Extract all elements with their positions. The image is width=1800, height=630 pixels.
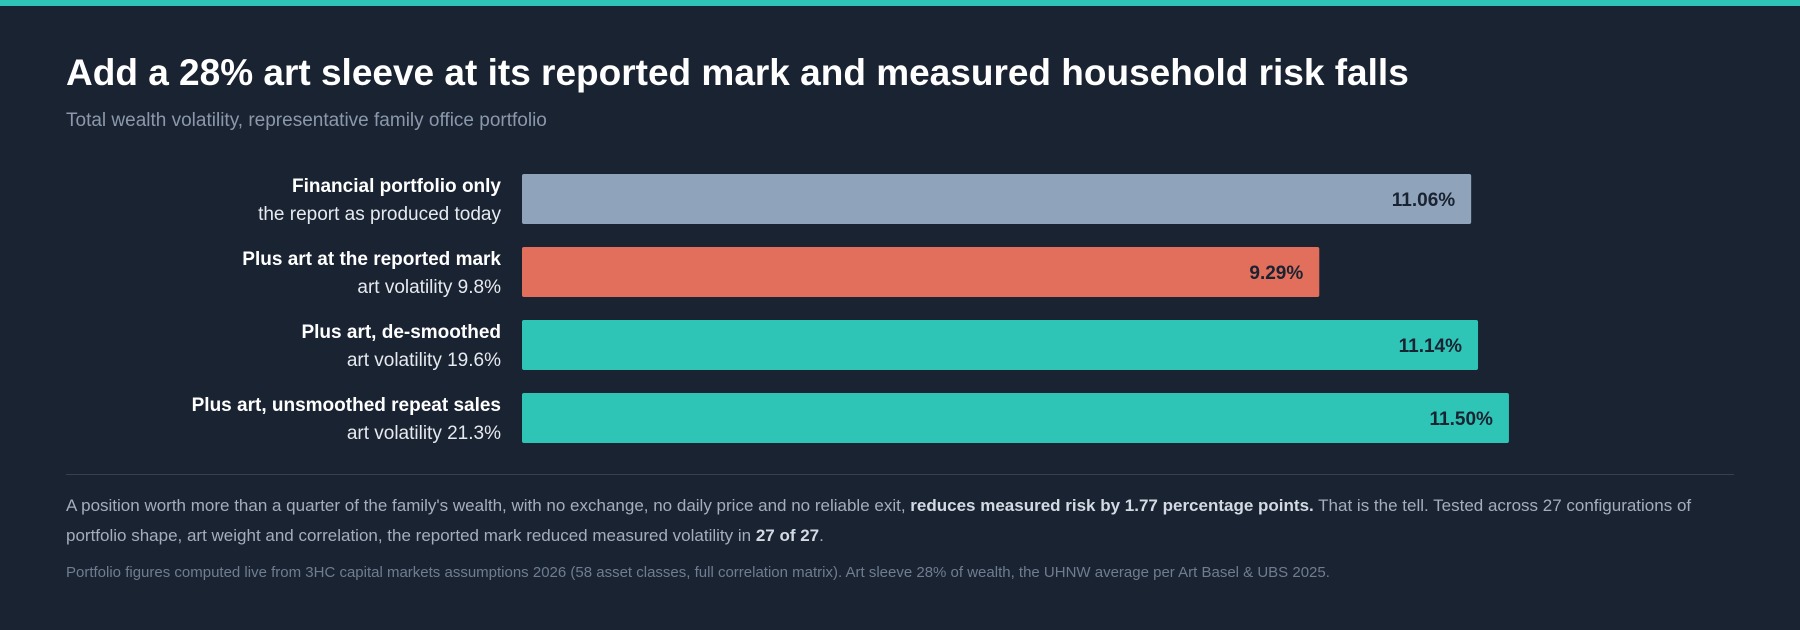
bar-2: [522, 320, 1479, 370]
divider: [66, 474, 1734, 475]
chart-subtitle: Total wealth volatility, representative …: [66, 110, 547, 131]
summary-text-1: A position worth more than a quarter of …: [66, 496, 906, 515]
volatility-bar-chart: 11.06% Financial portfolio only the report…: [192, 174, 1509, 444]
category-sublabel-2: art volatility 19.6%: [347, 350, 501, 371]
category-sublabel-1: art volatility 9.8%: [357, 277, 501, 298]
bar-value-label-1: 9.29%: [1249, 263, 1303, 284]
category-label-2: Plus art, de-smoothed: [301, 322, 501, 343]
bar-3: [522, 393, 1509, 443]
bar-0: [522, 174, 1472, 224]
bar-value-label-2: 11.14%: [1399, 336, 1462, 357]
bar-1: [522, 247, 1320, 297]
category-label-3: Plus art, unsmoothed repeat sales: [192, 395, 501, 416]
bar-value-label-0: 11.06%: [1392, 190, 1455, 211]
summary-text-3: .: [819, 526, 824, 545]
source-footnote: Portfolio figures computed live from 3HC…: [66, 564, 1330, 581]
category-label-1: Plus art at the reported mark: [242, 249, 501, 270]
summary-text-2: That is the tell. Tested across 27 confi…: [66, 496, 1692, 545]
category-sublabel-0: the report as produced today: [258, 204, 501, 225]
category-sublabel-3: art volatility 21.3%: [347, 423, 501, 444]
summary-highlight-count: 27 of 27: [755, 526, 820, 545]
summary-highlight-risk: reduces measured risk by 1.77 percentage…: [910, 496, 1314, 515]
top-accent-bar: [0, 0, 1800, 6]
chart-title: Add a 28% art sleeve at its reported mar…: [66, 52, 1409, 93]
category-label-0: Financial portfolio only: [292, 176, 501, 197]
summary-paragraph: A position worth more than a quarter of …: [66, 491, 1706, 551]
bar-value-label-3: 11.50%: [1430, 409, 1493, 430]
